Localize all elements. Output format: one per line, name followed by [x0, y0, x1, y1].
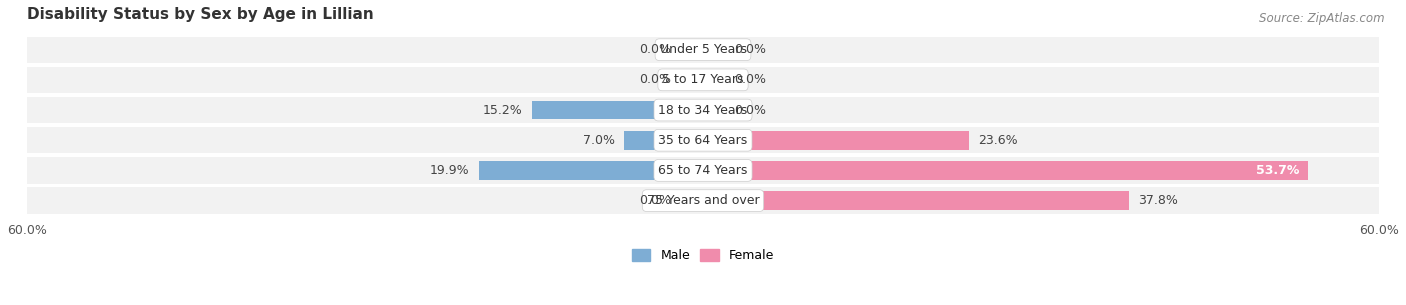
- Bar: [27, 67, 1379, 93]
- Text: 0.0%: 0.0%: [640, 74, 672, 86]
- Text: Disability Status by Sex by Age in Lillian: Disability Status by Sex by Age in Lilli…: [27, 7, 374, 22]
- Text: 0.0%: 0.0%: [640, 43, 672, 56]
- Text: 0.0%: 0.0%: [734, 74, 766, 86]
- Bar: [681, 191, 703, 210]
- Bar: [531, 101, 703, 120]
- Bar: [681, 70, 703, 89]
- Bar: [479, 161, 703, 180]
- Text: Source: ZipAtlas.com: Source: ZipAtlas.com: [1260, 12, 1385, 25]
- Text: 65 to 74 Years: 65 to 74 Years: [658, 164, 748, 177]
- Text: 0.0%: 0.0%: [734, 43, 766, 56]
- Bar: [27, 157, 1379, 184]
- Legend: Male, Female: Male, Female: [627, 244, 779, 267]
- Text: 18 to 34 Years: 18 to 34 Years: [658, 104, 748, 117]
- Text: 53.7%: 53.7%: [1256, 164, 1299, 177]
- Text: 15.2%: 15.2%: [482, 104, 523, 117]
- Text: 23.6%: 23.6%: [979, 134, 1018, 147]
- Text: 75 Years and over: 75 Years and over: [647, 194, 759, 207]
- Text: 0.0%: 0.0%: [734, 104, 766, 117]
- Text: 19.9%: 19.9%: [430, 164, 470, 177]
- Bar: [703, 131, 969, 150]
- Text: 35 to 64 Years: 35 to 64 Years: [658, 134, 748, 147]
- Bar: [624, 131, 703, 150]
- Text: Under 5 Years: Under 5 Years: [659, 43, 747, 56]
- Bar: [703, 40, 725, 59]
- Text: 7.0%: 7.0%: [583, 134, 614, 147]
- Bar: [27, 97, 1379, 123]
- Bar: [703, 161, 1308, 180]
- Bar: [703, 191, 1129, 210]
- Bar: [27, 188, 1379, 214]
- Bar: [703, 101, 725, 120]
- Bar: [27, 127, 1379, 153]
- Text: 37.8%: 37.8%: [1137, 194, 1178, 207]
- Bar: [703, 70, 725, 89]
- Bar: [681, 40, 703, 59]
- Text: 5 to 17 Years: 5 to 17 Years: [662, 74, 744, 86]
- Text: 0.0%: 0.0%: [640, 194, 672, 207]
- Bar: [27, 37, 1379, 63]
